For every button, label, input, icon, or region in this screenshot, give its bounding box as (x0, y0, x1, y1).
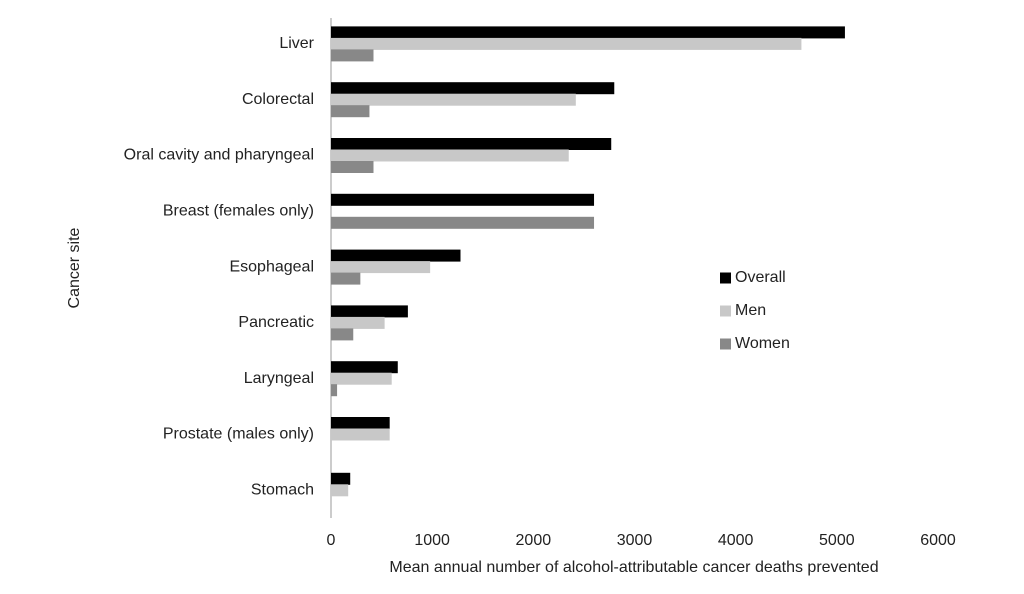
x-tick-label: 3000 (617, 532, 653, 549)
bar (331, 216, 595, 229)
bar (331, 138, 612, 150)
y-tick-label: Laryngeal (244, 370, 314, 387)
legend-label: Men (735, 302, 766, 319)
bar (331, 372, 392, 385)
y-tick-label: Liver (279, 35, 314, 52)
y-axis-label: Cancer site (66, 227, 83, 308)
x-tick-label: 2000 (516, 532, 552, 549)
legend-label: Overall (735, 269, 786, 286)
y-tick-label: Breast (females only) (163, 203, 314, 220)
bar (331, 193, 595, 206)
bar (331, 384, 338, 397)
bar (331, 305, 408, 318)
bar (331, 361, 398, 374)
bar (331, 105, 370, 118)
legend-swatch (720, 305, 731, 317)
y-tick-label: Colorectal (242, 91, 314, 108)
bar (331, 261, 431, 274)
y-tick-label: Prostate (males only) (163, 426, 314, 443)
x-tick-label: 4000 (718, 532, 754, 549)
y-tick-label: Esophageal (229, 258, 314, 275)
bar (331, 49, 374, 62)
bar (331, 316, 385, 329)
y-tick-label: Pancreatic (238, 314, 314, 331)
bar (331, 428, 390, 441)
x-tick-label: 1000 (414, 532, 450, 549)
y-tick-label: Oral cavity and pharyngeal (124, 147, 314, 164)
bar (331, 161, 374, 173)
bar (331, 37, 802, 50)
bar (331, 249, 461, 262)
bar (331, 82, 615, 95)
x-tick-label: 5000 (819, 532, 855, 549)
bar (331, 484, 349, 497)
bar (331, 149, 569, 162)
legend-swatch (720, 338, 731, 350)
x-tick-label: 0 (327, 532, 336, 549)
x-axis-label: Mean annual number of alcohol-attributab… (389, 559, 878, 576)
y-tick-label: Stomach (251, 482, 314, 499)
bar (331, 26, 845, 39)
bar (331, 93, 576, 106)
bar (331, 272, 361, 285)
bar (331, 472, 351, 485)
legend-label: Women (735, 335, 790, 352)
bar (331, 328, 354, 341)
bar (331, 417, 390, 429)
x-tick-label: 6000 (920, 532, 956, 549)
legend-swatch (720, 272, 731, 284)
